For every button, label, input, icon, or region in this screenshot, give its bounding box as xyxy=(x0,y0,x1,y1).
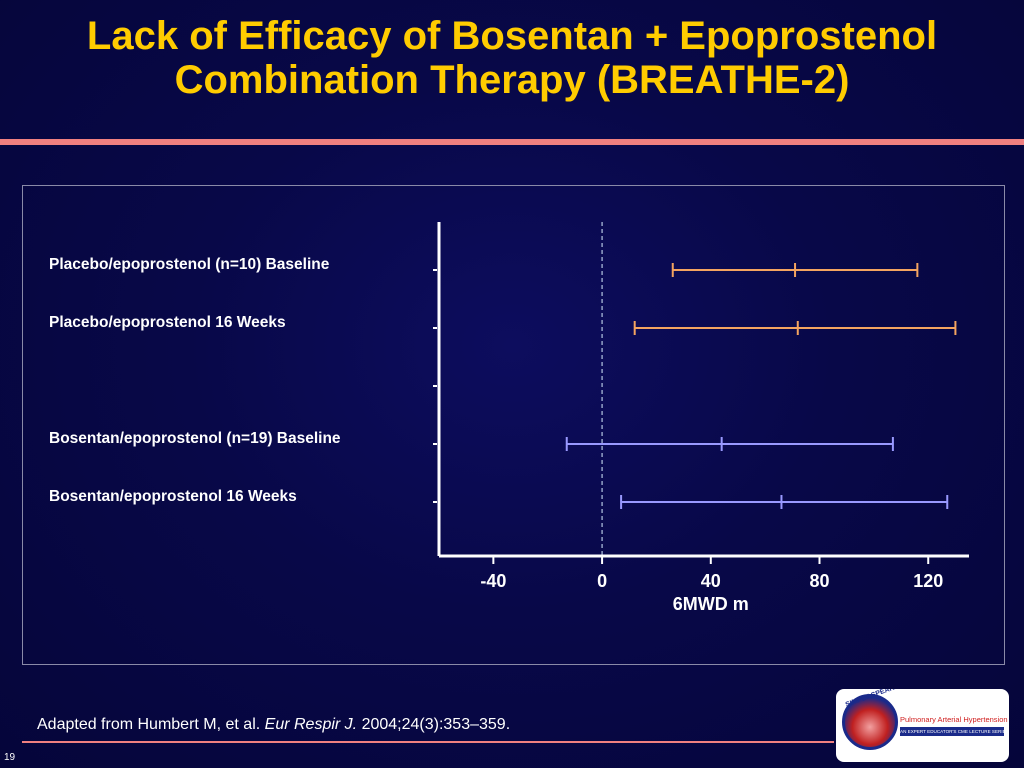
title-line-1: Lack of Efficacy of Bosentan + Epoproste… xyxy=(86,14,938,58)
citation-suffix: 2004;24(3):353–359. xyxy=(357,716,511,733)
slide-number: 19 xyxy=(4,752,16,763)
citation: Adapted from Humbert M, et al. Eur Respi… xyxy=(37,716,510,734)
title-divider xyxy=(0,139,1024,145)
chart-frame: -40 0 40 80 120 6MWD m Placebo/epoprostenol (n… xyxy=(22,185,1005,665)
x-tick-label: 0 xyxy=(597,571,607,591)
footer-divider xyxy=(22,741,834,743)
x-axis-title: 6MWD m xyxy=(673,594,749,614)
row-label: Placebo/epoprostenol 16 Weeks xyxy=(49,314,286,331)
x-tick-label: 40 xyxy=(701,571,721,591)
row-label: Bosentan/epoprostenol (n=19) Baseline xyxy=(49,430,341,447)
citation-prefix: Adapted from Humbert M, et al. xyxy=(37,716,265,733)
row-label: Bosentan/epoprostenol 16 Weeks xyxy=(49,488,297,505)
logo-sub-text: AN EXPERT EDUCATOR'S CME LECTURE SERIES xyxy=(900,727,1004,736)
lungs-emblem-icon xyxy=(842,694,898,750)
row-label: Placebo/epoprostenol (n=10) Baseline xyxy=(49,256,330,273)
title-line-2: Combination Therapy (BREATHE-2) xyxy=(174,58,850,102)
x-tick-label: -40 xyxy=(480,571,506,591)
citation-journal: Eur Respir J. xyxy=(264,716,358,733)
forest-plot: -40 0 40 80 120 6MWD m Placebo/epoprostenol (n… xyxy=(49,222,969,614)
series-logo: SIMPLY SPEAKING Pulmonary Arterial Hyper… xyxy=(836,689,1009,762)
logo-main-text: Pulmonary Arterial Hypertension xyxy=(900,715,1008,724)
x-tick-label: 80 xyxy=(809,571,829,591)
x-tick-label: 120 xyxy=(913,571,943,591)
slide-title: Lack of Efficacy of Bosentan + Epoproste… xyxy=(0,14,1024,102)
